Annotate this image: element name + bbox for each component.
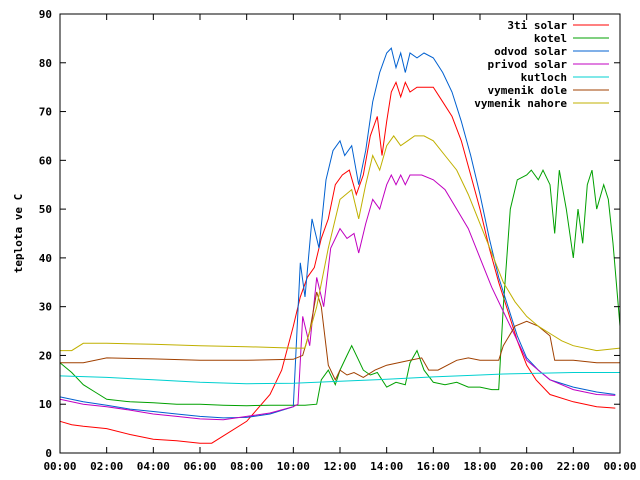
y-tick-label: 80 — [39, 57, 52, 70]
legend-label: kotel — [534, 32, 567, 45]
y-tick-label: 20 — [39, 349, 52, 362]
legend-label: vymenik nahore — [474, 97, 567, 110]
series-line-4 — [59, 173, 616, 421]
series-line-6 — [60, 291, 620, 381]
x-tick-label: 06:00 — [183, 460, 216, 473]
series-layer — [59, 47, 621, 444]
series-line-1 — [59, 80, 616, 444]
x-tick-label: 00:00 — [603, 460, 636, 473]
x-tick-label: 08:00 — [230, 460, 263, 473]
x-axis: 00:00 02:00 04:00 06:00 08:00 10:00 12:00 14:00… — [43, 14, 637, 473]
x-tick-label: 04:00 — [137, 460, 170, 473]
x-tick-label: 22:00 — [557, 460, 590, 473]
series-line-7 — [60, 135, 621, 352]
legend-label: privod solar — [488, 58, 568, 71]
y-tick-label: 0 — [45, 447, 52, 460]
y-tick-label: 30 — [39, 301, 52, 314]
x-tick-label: 02:00 — [90, 460, 123, 473]
y-tick-label: 10 — [39, 398, 52, 411]
legend-label: vymenik dole — [488, 84, 568, 97]
x-tick-label: 12:00 — [323, 460, 356, 473]
legend-label: kutloch — [521, 71, 567, 84]
series-line-2 — [59, 168, 621, 407]
y-tick-label: 90 — [39, 8, 52, 21]
x-tick-label: 20:00 — [510, 460, 543, 473]
x-tick-label: 10:00 — [277, 460, 310, 473]
x-tick-label: 14:00 — [370, 460, 403, 473]
x-tick-label: 18:00 — [463, 460, 496, 473]
x-tick-label: 00:00 — [43, 460, 76, 473]
y-tick-label: 50 — [39, 203, 52, 216]
y-axis: 0 10 20 30 40 50 60 70 80 90 — [39, 8, 620, 460]
y-tick-label: 40 — [39, 252, 52, 265]
y-tick-label: 70 — [39, 106, 52, 119]
legend-label: odvod solar — [494, 45, 567, 58]
x-tick-label: 16:00 — [417, 460, 450, 473]
legend-label: 3ti solar — [507, 19, 567, 32]
series-line-5 — [59, 372, 620, 385]
y-tick-label: 60 — [39, 154, 52, 167]
y-axis-title: teplota ve C — [12, 194, 25, 273]
series-line-3 — [59, 47, 616, 419]
